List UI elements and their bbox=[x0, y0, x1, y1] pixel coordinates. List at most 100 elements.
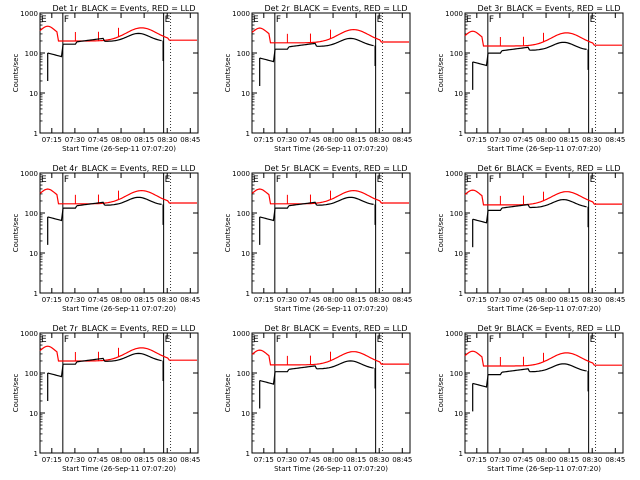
panel-det-3r: Det 3r_BLACK = Events, RED = LLD 1 10 100 10… bbox=[437, 4, 625, 153]
x-tick-label: 08:30 bbox=[157, 456, 177, 464]
series-events bbox=[488, 371, 503, 376]
series-events bbox=[472, 53, 489, 67]
y-tick-label: 10 bbox=[454, 410, 463, 418]
y-tick-label: 1 bbox=[34, 130, 38, 138]
x-tick-label: 08:15 bbox=[346, 456, 366, 464]
series-events bbox=[529, 363, 587, 373]
marker-label: F bbox=[489, 15, 494, 25]
series-events bbox=[316, 196, 374, 206]
series-events bbox=[47, 364, 64, 378]
x-tick-label: 07:30 bbox=[277, 456, 297, 464]
series-events bbox=[275, 205, 290, 209]
x-tick-label: 08:00 bbox=[323, 136, 343, 144]
marker-label: E bbox=[165, 15, 171, 25]
marker-label: F bbox=[489, 175, 494, 185]
marker-label: F bbox=[64, 335, 69, 345]
x-tick-label: 08:15 bbox=[134, 296, 154, 304]
x-tick-label: 08:45 bbox=[392, 136, 412, 144]
panel-title: Det 4r_BLACK = Events, RED = LLD bbox=[52, 164, 195, 173]
y-tick-label: 10 bbox=[241, 410, 250, 418]
marker-label: E bbox=[466, 175, 472, 185]
panel-det-2r: Det 2r_BLACK = Events, RED = LLD 1 10 100 10… bbox=[224, 4, 412, 153]
panel-title: Det 2r_BLACK = Events, RED = LLD bbox=[264, 4, 407, 13]
x-tick-label: 08:45 bbox=[605, 456, 625, 464]
marker-label: E bbox=[253, 175, 259, 185]
series-events bbox=[472, 374, 489, 388]
x-tick-label: 08:00 bbox=[111, 456, 131, 464]
series-events bbox=[529, 198, 587, 209]
x-axis-label: Start Time (26-Sep-11 07:07:20) bbox=[62, 465, 176, 473]
marker-label: E bbox=[377, 15, 383, 25]
y-tick-label: 1 bbox=[34, 290, 38, 298]
y-tick-label: 10 bbox=[29, 90, 38, 98]
x-tick-label: 07:15 bbox=[254, 296, 274, 304]
x-tick-label: 08:00 bbox=[323, 456, 343, 464]
y-tick-label: 1000 bbox=[232, 170, 250, 178]
x-tick-label: 08:00 bbox=[536, 456, 556, 464]
x-tick-label: 07:45 bbox=[300, 136, 320, 144]
y-tick-label: 10 bbox=[241, 250, 250, 258]
x-tick-label: 08:45 bbox=[180, 456, 200, 464]
x-tick-label: 07:45 bbox=[300, 296, 320, 304]
series-events bbox=[259, 208, 276, 222]
y-tick-label: 1000 bbox=[20, 330, 38, 338]
x-tick-label: 07:15 bbox=[42, 456, 62, 464]
marker-label: E bbox=[377, 175, 383, 185]
marker-label: F bbox=[64, 175, 69, 185]
x-tick-label: 08:00 bbox=[111, 136, 131, 144]
series-events bbox=[501, 203, 531, 209]
plot-frame bbox=[464, 172, 624, 294]
series-events bbox=[488, 207, 503, 211]
series-lld bbox=[251, 349, 409, 366]
marker-label: E bbox=[377, 335, 383, 345]
y-tick-label: 10 bbox=[29, 250, 38, 258]
plot-frame bbox=[251, 172, 411, 294]
panel-det-6r: Det 6r_BLACK = Events, RED = LLD 1 10 100 10… bbox=[437, 164, 625, 313]
y-tick-label: 100 bbox=[25, 370, 38, 378]
y-axis-label: Counts/sec bbox=[224, 54, 232, 93]
y-tick-label: 100 bbox=[237, 210, 250, 218]
x-axis-label: Start Time (26-Sep-11 07:07:20) bbox=[274, 305, 388, 313]
y-tick-label: 100 bbox=[237, 370, 250, 378]
y-tick-label: 100 bbox=[25, 50, 38, 58]
y-tick-label: 1000 bbox=[445, 330, 463, 338]
y-axis-label: Counts/sec bbox=[437, 374, 445, 413]
x-tick-label: 08:30 bbox=[157, 296, 177, 304]
y-tick-label: 1 bbox=[459, 450, 463, 458]
series-events bbox=[104, 32, 162, 42]
marker-label: E bbox=[590, 335, 596, 345]
x-axis-label: Start Time (26-Sep-11 07:07:20) bbox=[487, 145, 601, 153]
x-tick-label: 08:30 bbox=[369, 296, 389, 304]
x-tick-label: 08:15 bbox=[559, 136, 579, 144]
series-events bbox=[259, 49, 276, 63]
y-tick-label: 100 bbox=[237, 50, 250, 58]
y-tick-label: 1 bbox=[459, 130, 463, 138]
x-axis-label: Start Time (26-Sep-11 07:07:20) bbox=[487, 465, 601, 473]
marker-label: F bbox=[489, 335, 494, 345]
panel-title: Det 6r_BLACK = Events, RED = LLD bbox=[477, 164, 620, 173]
x-tick-label: 07:15 bbox=[467, 296, 487, 304]
x-tick-label: 07:45 bbox=[513, 456, 533, 464]
series-events bbox=[76, 37, 106, 43]
y-tick-label: 10 bbox=[454, 90, 463, 98]
x-axis-label: Start Time (26-Sep-11 07:07:20) bbox=[62, 145, 176, 153]
marker-label: E bbox=[41, 335, 47, 345]
series-events bbox=[259, 371, 276, 385]
x-axis-label: Start Time (26-Sep-11 07:07:20) bbox=[62, 305, 176, 313]
y-tick-label: 1 bbox=[246, 290, 250, 298]
x-tick-label: 08:30 bbox=[369, 456, 389, 464]
x-tick-label: 07:45 bbox=[88, 136, 108, 144]
x-tick-label: 08:15 bbox=[559, 456, 579, 464]
marker-label: F bbox=[64, 15, 69, 25]
marker-label: E bbox=[466, 15, 472, 25]
y-tick-label: 100 bbox=[25, 210, 38, 218]
x-tick-label: 07:30 bbox=[277, 136, 297, 144]
marker-label: F bbox=[276, 15, 281, 25]
plot-frame bbox=[39, 12, 199, 134]
marker-label: E bbox=[41, 15, 47, 25]
x-tick-label: 07:45 bbox=[300, 456, 320, 464]
series-lld bbox=[464, 189, 622, 206]
y-tick-label: 100 bbox=[450, 50, 463, 58]
x-tick-label: 07:30 bbox=[490, 296, 510, 304]
